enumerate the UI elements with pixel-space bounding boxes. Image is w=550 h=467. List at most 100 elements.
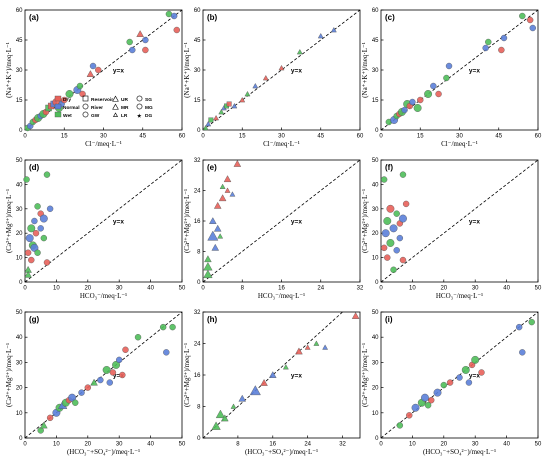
y-tick-label: 0	[375, 436, 379, 442]
circle-icon	[82, 111, 89, 118]
y-axis-label: (Ca²⁺+Mg²⁺)/meq·L⁻¹	[183, 189, 191, 253]
data-point	[244, 91, 251, 97]
x-tick-label: 30	[472, 442, 479, 448]
triangle-icon	[112, 95, 119, 102]
data-point	[173, 26, 180, 34]
y-tick-label: 20	[16, 231, 23, 237]
data-point	[465, 379, 473, 386]
data-point	[471, 355, 480, 364]
data-point	[231, 103, 238, 109]
y-tick-label: 40	[372, 182, 379, 188]
y-tick-label: 40	[16, 182, 23, 188]
data-point	[386, 204, 395, 213]
chart-panel-4: 0 10 20 30 40 50 0 10 20 30 40 50 HCO₃⁻/meq·L⁻¹ (Ca²⁺…	[5, 158, 186, 300]
circle-icon	[136, 103, 143, 110]
data-point	[169, 323, 176, 331]
data-point	[76, 82, 84, 90]
data-point	[313, 340, 320, 346]
data-point	[389, 224, 398, 233]
data-point	[446, 379, 454, 386]
data-point	[203, 269, 213, 279]
y-axis-label: (Na⁺+K⁺)/meq·L⁻¹	[361, 42, 369, 98]
data-point	[249, 385, 261, 396]
data-point	[402, 200, 410, 208]
x-tick-label: 45	[495, 134, 502, 140]
x-axis-label: Cl⁻/meq·L⁻¹	[263, 140, 300, 148]
chart-panel-5: 0 8 16 24 32 0 8 16 24 32 HCO₃⁻/meq·L⁻¹ (Ca²⁺+Mg²⁺)…	[183, 158, 364, 300]
data-point	[109, 369, 117, 376]
x-tick-label: 0	[201, 286, 205, 292]
data-point	[34, 249, 41, 256]
legend-label: DG	[145, 113, 152, 119]
legend-item: Reservoir	[82, 95, 113, 103]
legend-item: River	[82, 103, 103, 111]
data-point	[393, 210, 400, 217]
y-axis-label: (Na⁺+K⁺)/meq·L⁻¹	[5, 42, 13, 98]
legend-item: ★ DG	[137, 113, 152, 120]
data-point	[380, 244, 388, 252]
y-tick-label: 45	[372, 38, 379, 44]
plot-frame	[380, 159, 539, 283]
ref-line-label: y=x	[469, 373, 480, 380]
data-point	[217, 233, 224, 239]
x-tick-label: 8	[241, 286, 245, 292]
x-tick-label: 20	[84, 442, 91, 448]
chart-panel-8: 8 16 24 32 0 8 16 24 32 (HCO₃⁻+SO₄²⁻)/meq·L⁻¹ (Ca²…	[183, 310, 361, 456]
data-point	[112, 360, 121, 369]
x-tick-label: 20	[440, 442, 447, 448]
data-point	[31, 217, 38, 225]
data-point	[409, 98, 416, 106]
panel-label: (c)	[385, 13, 395, 22]
data-point	[205, 121, 212, 127]
data-point	[89, 62, 97, 70]
y-tick-label: 50	[16, 310, 23, 316]
data-point	[129, 46, 136, 54]
data-point	[278, 65, 285, 71]
data-point	[351, 312, 360, 319]
y-tick-label: 20	[372, 386, 379, 392]
data-point	[39, 214, 48, 223]
data-point	[221, 414, 229, 422]
x-tick-label: 16	[269, 442, 276, 448]
data-point	[142, 46, 149, 54]
data-point	[396, 422, 404, 429]
data-point	[482, 44, 489, 52]
x-tick-label: 0	[23, 286, 27, 292]
y-axis-label: (Ca²⁺+Mg²⁺)/meq·L⁻¹	[361, 189, 369, 253]
x-tick-label: 10	[53, 286, 60, 292]
y-tick-label: 24	[194, 342, 201, 348]
plot-frame	[380, 311, 539, 439]
y-tick-label: 0	[19, 128, 23, 134]
circle-icon	[82, 103, 89, 110]
legend-item: GW	[82, 111, 100, 119]
x-tick-label: 50	[179, 286, 186, 292]
y-tick-label: 30	[16, 207, 23, 213]
ref-line-label: y=x	[113, 373, 124, 380]
data-point	[28, 256, 35, 264]
data-point	[159, 323, 167, 331]
x-tick-label: 40	[503, 286, 510, 292]
y-tick-label: 10	[16, 256, 23, 262]
data-point	[330, 27, 337, 33]
x-tick-label: 10	[409, 442, 416, 448]
panel-label: (g)	[29, 315, 40, 324]
legend-label: Dry	[63, 97, 71, 103]
data-point	[519, 349, 526, 356]
data-point	[478, 369, 485, 376]
y-tick-label: 10	[16, 411, 23, 417]
panel-label: (h)	[207, 315, 218, 324]
data-point	[122, 346, 129, 353]
y-tick-label: 0	[197, 436, 201, 442]
data-point	[40, 421, 48, 429]
chart-panel-3: 0 15 30 45 60 0 15 30 45 60 Cl⁻/meq·L⁻¹ (Na⁺+K⁺)/me…	[361, 8, 542, 148]
data-point	[456, 374, 463, 381]
x-tick-label: 15	[61, 134, 68, 140]
chart-panel-7: 0 10 20 30 40 50 0 10 20 30 40 50 (HCO₃⁻+SO₄²⁻)/meq·…	[5, 310, 186, 456]
data-point	[233, 159, 242, 167]
y-tick-label: 60	[372, 8, 379, 14]
triangle-icon	[112, 103, 119, 110]
x-tick-label: 30	[278, 134, 285, 140]
data-point	[381, 229, 390, 238]
data-point	[401, 106, 408, 114]
legend-label: MG	[145, 105, 153, 111]
